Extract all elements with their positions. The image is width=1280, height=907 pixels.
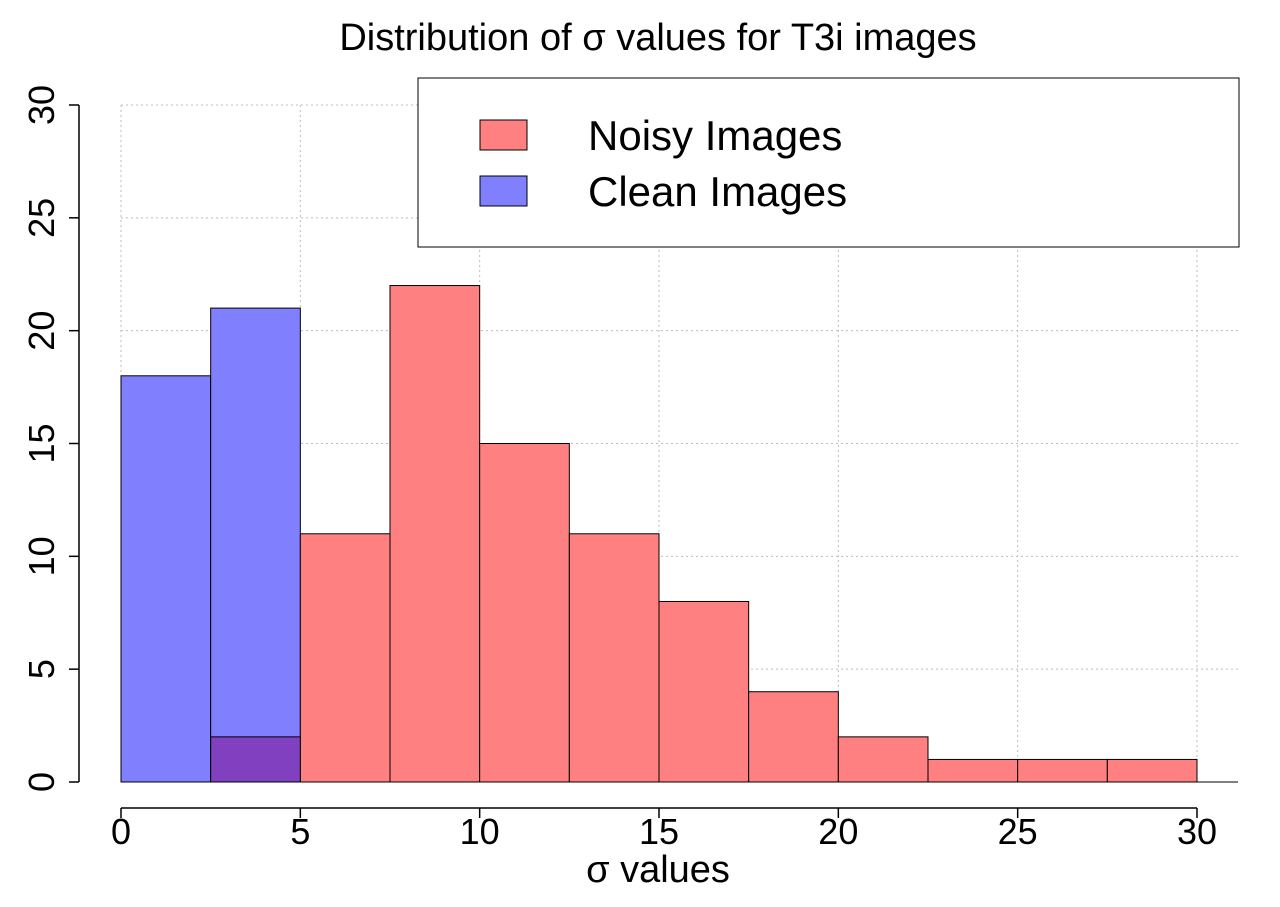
histogram-bars [120, 285, 1198, 783]
bar-noisy [1017, 758, 1108, 783]
x-tick-label: 25 [998, 811, 1038, 852]
bar-noisy [748, 691, 839, 783]
bar-noisy [1106, 758, 1198, 783]
legend-label: Clean Images [588, 168, 847, 215]
x-tick-label: 10 [460, 811, 500, 852]
bar-noisy [299, 533, 391, 783]
bar-noisy [837, 736, 929, 783]
y-tick-label: 5 [21, 659, 62, 679]
legend: Noisy Images Clean Images [417, 77, 1240, 248]
legend-swatch [479, 119, 528, 151]
y-tick-label: 20 [21, 311, 62, 351]
bar-noisy [927, 758, 1019, 783]
bar-noisy [479, 443, 570, 783]
bar-noisy [389, 285, 481, 783]
y-tick-label: 0 [21, 772, 62, 792]
bar-clean [120, 375, 212, 783]
y-tick-label: 15 [21, 423, 62, 463]
y-axis-ticks: 0 5 10 15 20 25 30 [21, 85, 79, 792]
x-tick-label: 20 [818, 811, 858, 852]
bar-clean [210, 307, 301, 783]
y-tick-label: 25 [21, 198, 62, 238]
chart-title: Distribution of σ values for T3i images [339, 17, 976, 59]
overlap-bars [210, 736, 301, 783]
legend-box [417, 77, 1240, 248]
x-tick-label: 30 [1177, 811, 1217, 852]
y-tick-label: 30 [21, 85, 62, 125]
bar-noisy [658, 600, 750, 783]
x-tick-label: 0 [111, 811, 131, 852]
bar-overlap [210, 736, 301, 783]
x-axis-ticks: 0 5 10 15 20 25 30 [111, 808, 1217, 852]
x-tick-label: 15 [639, 811, 679, 852]
bar-noisy [568, 533, 660, 783]
legend-swatch [479, 175, 528, 207]
x-tick-label: 5 [290, 811, 310, 852]
y-tick-label: 10 [21, 536, 62, 576]
x-axis-label: σ values [586, 849, 730, 891]
legend-label: Noisy Images [588, 112, 842, 159]
